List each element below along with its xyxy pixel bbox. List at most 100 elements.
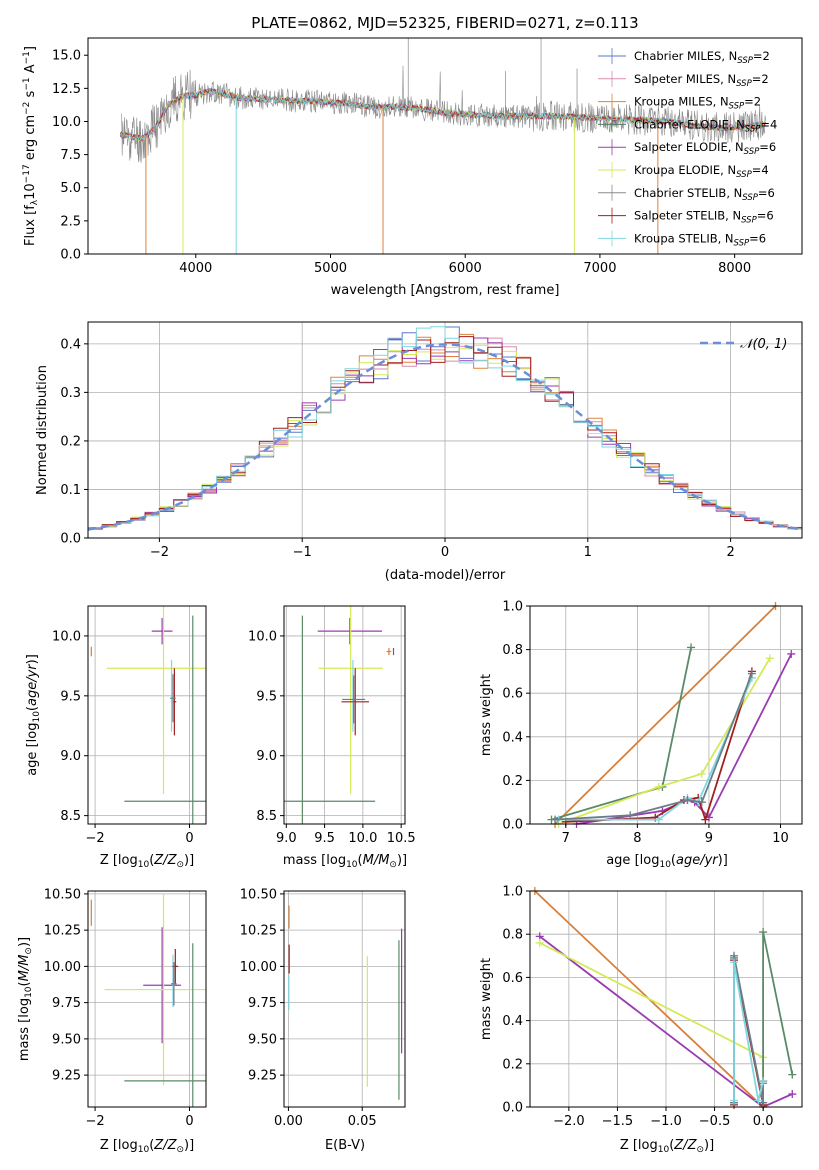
x-tick-label: 1	[584, 545, 592, 560]
mass-weight-axis-label: mass weight	[479, 958, 494, 1040]
y-tick-label: 0.1	[60, 483, 81, 498]
error-point	[143, 927, 181, 1044]
model-spectra	[119, 86, 766, 254]
age-vs-metallicity-panel: −2 0 8.5 9.0 9.5 10.0 age [log10(age/yr)] Z [lo…	[25, 605, 207, 870]
y-tick-label: 0.6	[502, 971, 523, 986]
x-tick-label: 9	[705, 831, 713, 846]
x-tick-label: −1.0	[650, 1114, 682, 1129]
normal-distribution-curve	[87, 343, 803, 531]
y-tick-label: 10.25	[44, 924, 81, 939]
x-tick-label: 7000	[583, 261, 616, 276]
legend-label: Kroupa MILES, NSSP=2	[634, 95, 761, 112]
y-tick-label: 1.0	[502, 600, 523, 615]
spectrum-panel: PLATE=0862, MJD=52325, FIBERID=0271, z=0…	[22, 14, 803, 298]
weight-marker	[788, 1070, 797, 1079]
y-tick-label: 0.4	[502, 1014, 523, 1029]
metallicity-axis-label: Z [log10(Z/Z⊙)]	[100, 853, 194, 870]
weight-marker	[701, 815, 710, 824]
data-points	[284, 606, 395, 824]
y-tick-label: 0.0	[502, 1101, 523, 1116]
x-tick-label: 9.0	[276, 831, 297, 846]
weight-marker	[787, 649, 796, 658]
error-point	[170, 674, 176, 723]
error-point	[317, 617, 383, 645]
mass-weight-vs-metallicity-panel: −2.0 −1.5 −1.0 −0.5 0.0 0.0 0.2 0.4 0.6 0.8 1.0 mas…	[479, 885, 803, 1155]
y-tick-label: 0.2	[502, 1057, 523, 1072]
plot-frame	[283, 890, 406, 1108]
weight-marker	[747, 669, 756, 678]
weight-marker	[654, 782, 663, 791]
error-point	[341, 668, 370, 736]
y-tick-label: 0.4	[60, 337, 81, 352]
x-tick-label: −2.0	[553, 1114, 585, 1129]
series-lines	[547, 602, 796, 828]
spectrum-legend: Chabrier MILES, NSSP=2 Salpeter MILES, NS…	[598, 48, 777, 248]
weight-marker	[697, 798, 706, 807]
error-point	[106, 606, 206, 795]
error-point	[342, 675, 366, 724]
legend-label: Chabrier MILES, NSSP=2	[634, 49, 770, 66]
weight-marker	[754, 1096, 763, 1105]
y-tick-label: 9.0	[256, 749, 277, 764]
x-tick-label: 6000	[449, 261, 482, 276]
y-tick-label: 9.50	[248, 1032, 277, 1047]
histogram-legend: 𝒩(0, 1)	[700, 337, 787, 352]
weight-marker	[788, 1090, 797, 1099]
y-tick-label: 8.5	[256, 809, 277, 824]
legend-label: Chabrier ELODIE, NSSP=4	[634, 117, 777, 134]
y-tick-label: 9.25	[248, 1069, 277, 1084]
plot-frame	[283, 605, 406, 825]
y-tick-label: 10.00	[44, 960, 81, 975]
chart-title: PLATE=0862, MJD=52325, FIBERID=0271, z=0…	[251, 14, 638, 32]
data-points	[90, 893, 206, 1107]
weight-marker	[687, 643, 696, 652]
plot-frame	[87, 890, 207, 1108]
y-tick-label: 10.50	[240, 887, 277, 902]
y-tick-label: 0.0	[60, 532, 81, 547]
weight-marker	[759, 1077, 768, 1086]
plot-frame	[529, 605, 803, 825]
weight-series	[730, 958, 768, 1105]
weight-marker	[759, 928, 768, 937]
x-tick-label: 0.00	[274, 1114, 303, 1129]
legend-label: Salpeter STELIB, NSSP=6	[634, 209, 774, 226]
x-tick-label: 9.5	[314, 831, 335, 846]
y-tick-label: 12.5	[52, 82, 81, 97]
x-tick-label: −0.5	[699, 1114, 731, 1129]
error-point	[104, 893, 206, 1086]
histogram-salpeter-stelib	[88, 336, 802, 529]
y-tick-label: 9.0	[60, 749, 81, 764]
weight-marker	[626, 811, 635, 820]
y-tick-label: 0.0	[502, 818, 523, 833]
metallicity-axis-label: Z [log10(Z/Z⊙)]	[100, 1138, 194, 1155]
weight-marker	[683, 796, 692, 805]
grid	[284, 606, 405, 824]
y-tick-label: 10.0	[248, 629, 277, 644]
error-point	[386, 647, 392, 656]
age-axis-label: age [log10(age/yr)]	[606, 853, 728, 870]
grid	[88, 606, 206, 824]
age-axis-label: age [log10(age/yr)]	[25, 654, 42, 776]
mass-weight-vs-age-panel: 7 8 9 10 0.0 0.2 0.4 0.6 0.8 1.0 mass weight age [l…	[479, 600, 803, 870]
weight-marker	[535, 938, 544, 947]
y-tick-label: 2.5	[60, 214, 81, 229]
x-tick-label: 0	[185, 1114, 193, 1129]
x-tick-label: −1	[293, 545, 312, 560]
error-point	[124, 615, 206, 824]
age-vs-mass-panel: 9.0 9.5 10.0 10.5 8.5 9.0 9.5 10.0 mass [log10(M…	[248, 605, 416, 870]
y-tick-label: 0.4	[502, 730, 523, 745]
legend-label: Salpeter MILES, NSSP=2	[634, 72, 769, 89]
histogram-y-label: Normed distribution	[35, 365, 50, 495]
weight-marker	[730, 958, 738, 967]
y-tick-label: 1.0	[502, 885, 523, 900]
legend-label: Kroupa STELIB, NSSP=6	[634, 231, 766, 248]
weight-marker	[730, 1096, 738, 1105]
y-tick-label: 9.5	[60, 689, 81, 704]
y-tick-label: 9.5	[256, 689, 277, 704]
x-tick-label: 0	[185, 831, 193, 846]
data-points	[288, 905, 403, 1100]
x-tick-label: 4000	[179, 261, 212, 276]
x-tick-label: 10.0	[348, 831, 377, 846]
legend-label: Chabrier STELIB, NSSP=6	[634, 186, 775, 203]
